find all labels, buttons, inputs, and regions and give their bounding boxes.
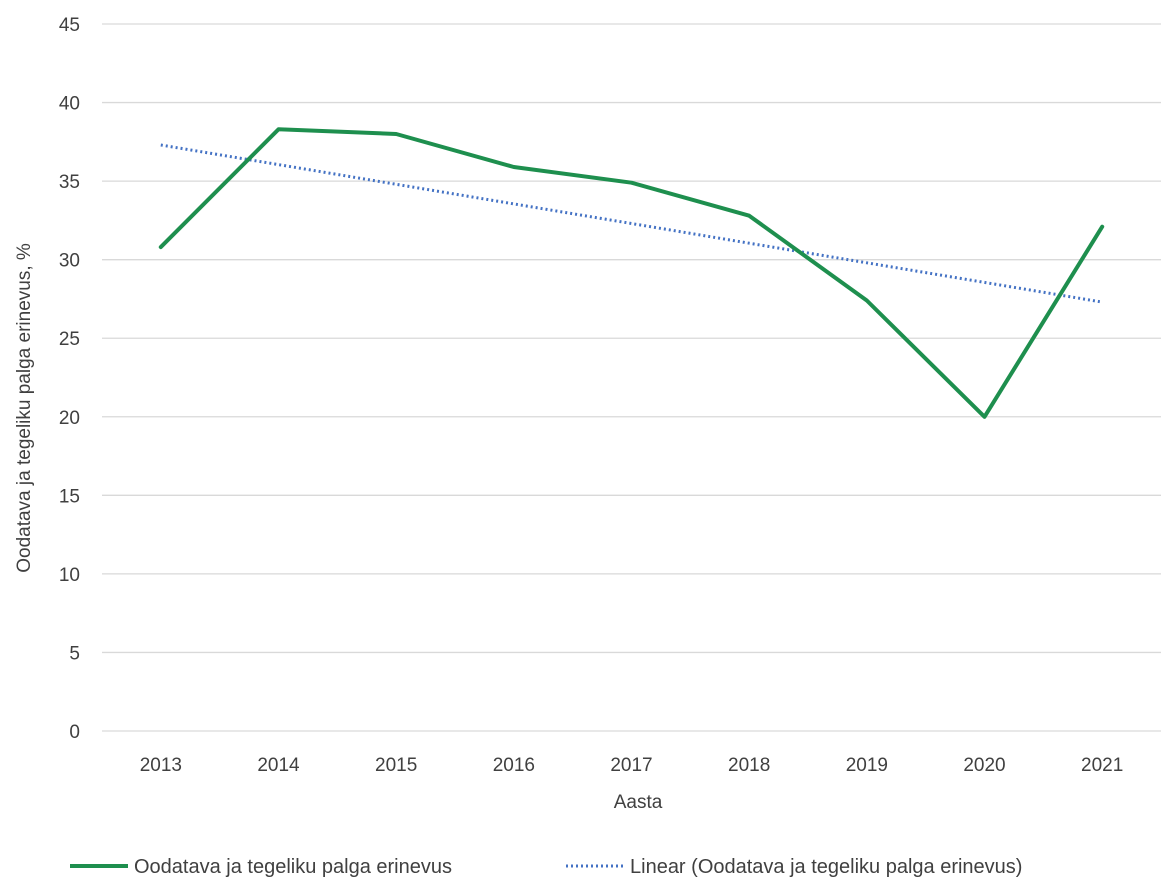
x-tick-label: 2016 — [493, 755, 535, 776]
y-tick-label: 10 — [59, 565, 80, 586]
x-tick-label: 2015 — [375, 755, 417, 776]
x-axis-title: Aasta — [614, 792, 663, 813]
y-tick-label: 5 — [69, 643, 80, 664]
x-tick-label: 2014 — [257, 755, 300, 776]
x-axis-ticks: 2013 2014 2015 2016 2017 2018 2019 2020 2021 — [140, 755, 1124, 776]
trendline — [160, 143, 1103, 304]
y-tick-label: 30 — [59, 251, 80, 272]
legend: Oodatava ja tegeliku palga erinevus Line… — [70, 856, 1022, 878]
y-tick-label: 20 — [59, 408, 80, 429]
y-tick-label: 0 — [69, 722, 80, 743]
x-tick-label: 2017 — [610, 755, 652, 776]
y-tick-label: 35 — [59, 172, 80, 193]
x-tick-label: 2020 — [963, 755, 1005, 776]
gridlines — [102, 23, 1161, 732]
series-line — [158, 127, 1105, 419]
y-tick-label: 40 — [59, 94, 80, 115]
x-tick-label: 2021 — [1081, 755, 1123, 776]
y-tick-label: 25 — [59, 329, 80, 350]
legend-label-series: Oodatava ja tegeliku palga erinevus — [134, 856, 452, 878]
legend-label-trendline: Linear (Oodatava ja tegeliku palga erine… — [630, 856, 1022, 878]
x-tick-label: 2019 — [846, 755, 888, 776]
series-lines — [158, 127, 1105, 419]
y-axis-ticks: 0 5 10 15 20 25 30 35 40 45 — [59, 15, 80, 743]
y-axis-title: Oodatava ja tegeliku palga erinevus, % — [14, 243, 35, 573]
x-tick-label: 2018 — [728, 755, 770, 776]
y-tick-label: 45 — [59, 15, 80, 36]
y-tick-label: 15 — [59, 486, 80, 507]
x-tick-label: 2013 — [140, 755, 182, 776]
